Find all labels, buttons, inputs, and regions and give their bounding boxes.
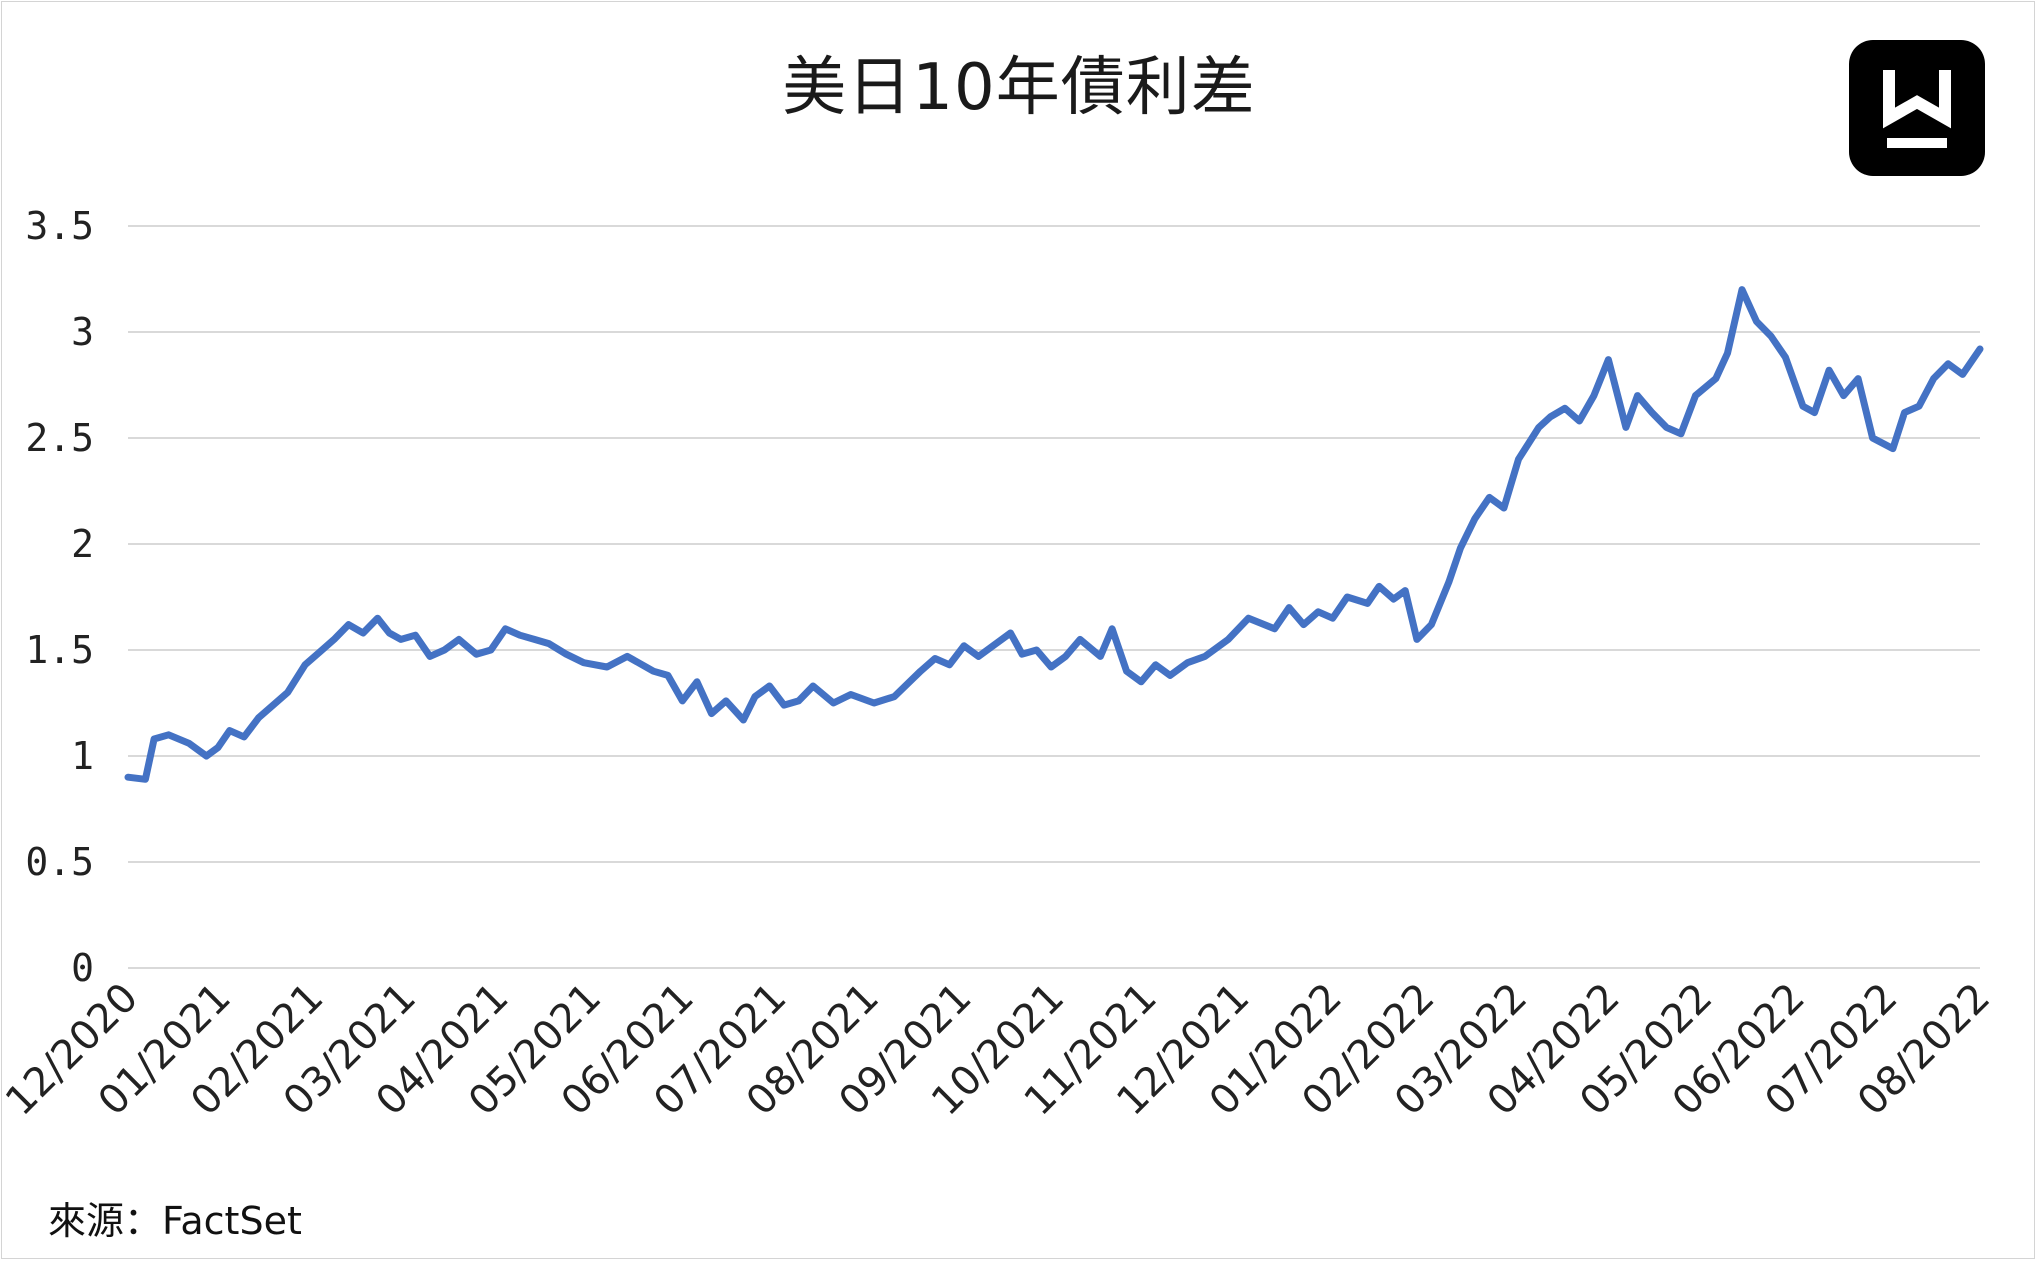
source-note: 來源：FactSet [48,1199,302,1243]
y-tick-label: 3 [71,310,94,354]
y-tick-label: 1.5 [25,628,94,672]
y-tick-label: 3.5 [25,204,94,248]
brand-logo-glyph [1883,70,1951,148]
series-line [124,286,1984,783]
y-tick-label: 2.5 [25,416,94,460]
y-tick-label: 2 [71,522,94,566]
y-tick-label: 0 [71,946,94,990]
x-axis-ticks: 12/202001/202102/202103/202104/202105/20… [0,975,1999,1125]
brand-logo [1849,40,1985,176]
series-group [124,286,1984,783]
chart-title: 美日10年債利差 [782,51,1256,125]
y-axis-ticks: 0 0.5 1 1.5 2 2.5 3 3.5 [25,204,94,990]
y-tick-label: 1 [71,734,94,778]
grid-lines [128,225,1980,969]
y-tick-label: 0.5 [25,840,94,884]
